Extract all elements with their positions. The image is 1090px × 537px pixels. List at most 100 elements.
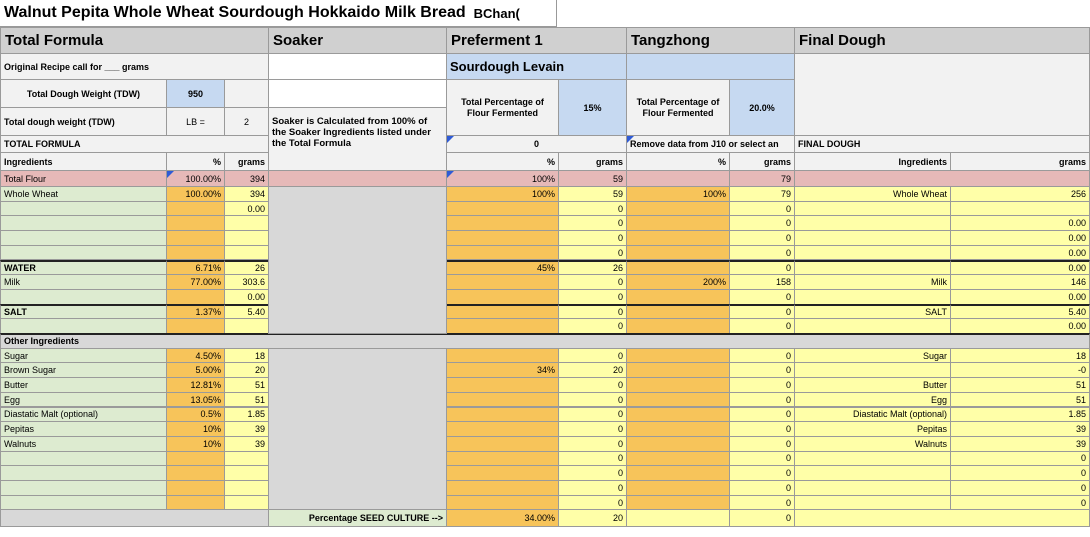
tdw-label[interactable]: Total Dough Weight (TDW) [0, 79, 167, 108]
pf-grams[interactable]: 0 [558, 200, 627, 217]
fd-grams[interactable]: 0.00 [950, 230, 1090, 246]
ingredient-name[interactable] [0, 230, 167, 246]
fd-ingredient[interactable] [794, 480, 951, 496]
ingredient-name[interactable]: Brown Sugar [0, 362, 167, 379]
ingredient-grams[interactable] [224, 230, 269, 246]
tz-pct[interactable] [626, 303, 730, 320]
pf-pct[interactable]: 34% [446, 362, 559, 379]
ingredient-grams[interactable] [224, 465, 269, 481]
pf-pct[interactable] [446, 450, 559, 467]
pf-flour-grams[interactable]: 59 [558, 170, 627, 187]
fd-grams[interactable]: 256 [950, 186, 1090, 202]
ingredient-name[interactable]: SALT [0, 303, 167, 320]
fd-ingredient[interactable]: Milk [794, 274, 951, 290]
ingredient-pct[interactable]: 4.50% [166, 347, 225, 364]
pf-grams[interactable]: 0 [558, 377, 627, 393]
tz-note[interactable]: Remove data from J10 or select an [626, 135, 795, 153]
tz-flour-pct[interactable] [626, 170, 730, 187]
pf-grams[interactable]: 0 [558, 450, 627, 467]
pf-grams[interactable]: 0 [558, 347, 627, 364]
section-final-dough[interactable]: Final Dough [794, 27, 1090, 54]
ingredient-name[interactable]: Whole Wheat [0, 186, 167, 202]
total-formula-label[interactable]: TOTAL FORMULA [0, 135, 269, 153]
pf-pct[interactable]: 45% [446, 259, 559, 276]
ingredient-grams[interactable] [224, 494, 269, 511]
ingredient-grams[interactable]: 394 [224, 186, 269, 202]
pf-fermented-label[interactable]: Total Percentage of Flour Fermented [446, 79, 559, 136]
tz-pct[interactable] [626, 318, 730, 334]
tz-grams[interactable]: 0 [729, 450, 795, 467]
tz-grams[interactable]: 0 [729, 465, 795, 481]
ingredient-name[interactable]: Walnuts [0, 435, 167, 452]
pf-col-pct[interactable]: % [446, 152, 559, 171]
tz-grams[interactable]: 0 [729, 347, 795, 364]
ingredient-grams[interactable]: 1.85 [224, 406, 269, 423]
pf-grams[interactable]: 59 [558, 186, 627, 202]
tz-grams[interactable]: 0 [729, 303, 795, 320]
ingredient-name[interactable] [0, 450, 167, 467]
tz-grams[interactable]: 0 [729, 244, 795, 261]
ingredient-name[interactable] [0, 200, 167, 217]
seed-tz-pct[interactable] [626, 509, 730, 528]
fd-grams[interactable]: 0.00 [950, 244, 1090, 261]
ingredient-name[interactable] [0, 494, 167, 511]
pf-grams[interactable]: 0 [558, 494, 627, 511]
levain-label[interactable]: Sourdough Levain [446, 53, 627, 80]
ingredient-grams[interactable]: 51 [224, 377, 269, 393]
pf-grams[interactable]: 0 [558, 435, 627, 452]
lb-label[interactable]: LB = [166, 107, 225, 136]
tz-pct[interactable] [626, 435, 730, 452]
ingredient-grams[interactable] [224, 244, 269, 261]
tz-pct[interactable]: 100% [626, 186, 730, 202]
pf-pct[interactable] [446, 230, 559, 246]
pf-flour-pct[interactable]: 100% [446, 170, 559, 187]
pf-col-grams[interactable]: grams [558, 152, 627, 171]
pf-pct[interactable] [446, 215, 559, 232]
tz-col-pct[interactable]: % [626, 152, 730, 171]
ingredient-name[interactable]: Pepitas [0, 421, 167, 437]
ingredient-grams[interactable]: 26 [224, 259, 269, 276]
ingredient-name[interactable]: Butter [0, 377, 167, 393]
total-flour-grams[interactable]: 394 [224, 170, 269, 187]
col-pct[interactable]: % [166, 152, 225, 171]
ingredient-grams[interactable]: 39 [224, 421, 269, 437]
fd-grams[interactable]: 51 [950, 391, 1090, 408]
fd-ingredient[interactable]: Sugar [794, 347, 951, 364]
soaker-blank-2[interactable] [268, 79, 447, 108]
pf-pct[interactable] [446, 406, 559, 423]
section-tangzhong[interactable]: Tangzhong [626, 27, 795, 54]
tz-grams[interactable]: 158 [729, 274, 795, 290]
pf-grams[interactable]: 0 [558, 465, 627, 481]
pf-pct[interactable]: 100% [446, 186, 559, 202]
tz-flour-grams[interactable]: 79 [729, 170, 795, 187]
pf-pct[interactable] [446, 435, 559, 452]
fd-ingredient[interactable] [794, 450, 951, 467]
ingredient-pct[interactable]: 5.00% [166, 362, 225, 379]
tz-grams[interactable]: 0 [729, 406, 795, 423]
ingredient-grams[interactable]: 18 [224, 347, 269, 364]
col-ingredients[interactable]: Ingredients [0, 152, 167, 171]
pf-grams[interactable]: 0 [558, 303, 627, 320]
ingredient-name[interactable] [0, 244, 167, 261]
ingredient-pct[interactable] [166, 288, 225, 305]
fd-ingredient[interactable]: Walnuts [794, 435, 951, 452]
tz-grams[interactable]: 0 [729, 288, 795, 305]
tdw2-label[interactable]: Total dough weight (TDW) [0, 107, 167, 136]
tz-grams[interactable]: 0 [729, 480, 795, 496]
tz-grams[interactable]: 0 [729, 435, 795, 452]
pf-pct[interactable] [446, 274, 559, 290]
tz-pct[interactable] [626, 391, 730, 408]
pf-pct[interactable] [446, 288, 559, 305]
pf-grams[interactable]: 0 [558, 318, 627, 334]
pf-grams[interactable]: 0 [558, 391, 627, 408]
fd-ingredient[interactable]: Egg [794, 391, 951, 408]
tz-pct[interactable] [626, 215, 730, 232]
fd-grams[interactable]: 0 [950, 450, 1090, 467]
soaker-flour[interactable] [268, 170, 447, 187]
tz-pct[interactable] [626, 421, 730, 437]
fd-grams[interactable]: 18 [950, 347, 1090, 364]
fd-grams[interactable]: 0.00 [950, 215, 1090, 232]
ingredient-name[interactable]: Diastatic Malt (optional) [0, 406, 167, 423]
fd-grams[interactable]: 51 [950, 377, 1090, 393]
tz-pct[interactable] [626, 200, 730, 217]
